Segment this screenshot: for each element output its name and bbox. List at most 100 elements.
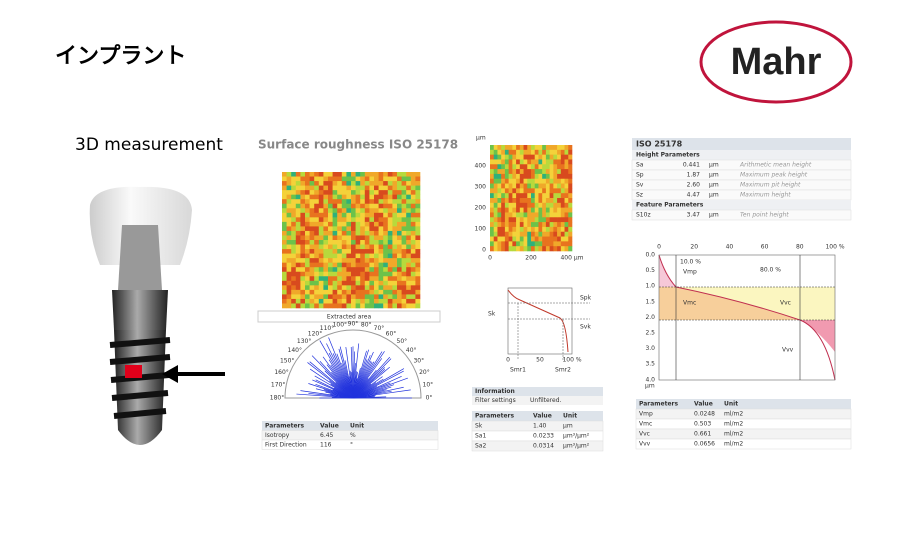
- heatmap-cell: [282, 262, 287, 268]
- heatmap-cell: [383, 267, 389, 273]
- heatmap-cell: [568, 145, 573, 151]
- heatmap-cell: [397, 226, 402, 232]
- heatmap-cell: [542, 173, 547, 180]
- heatmap-cell: [516, 149, 521, 155]
- heatmap-cell: [406, 203, 412, 209]
- heatmap-cell: [337, 289, 343, 295]
- heatmap-cell: [323, 253, 329, 259]
- heatmap-cell: [309, 203, 315, 209]
- heatmap-cell: [523, 231, 528, 237]
- heatmap-cell: [568, 202, 573, 208]
- heatmap-cell: [305, 271, 310, 277]
- heatmap-cell: [364, 294, 370, 300]
- heatmap-cell: [397, 230, 402, 236]
- heatmap-cell: [286, 276, 292, 282]
- heatmap-cell: [564, 236, 569, 242]
- heatmap-cell: [351, 230, 356, 236]
- heatmap-cell: [387, 194, 393, 200]
- heatmap-cell: [369, 199, 375, 205]
- table-row: [261, 439, 439, 450]
- heatmap-cell: [560, 222, 565, 228]
- heatmap-cell: [564, 231, 569, 237]
- heatmap-cell: [337, 221, 343, 227]
- table-header-cell: Parameters: [265, 422, 305, 429]
- heatmap-cell: [318, 199, 324, 205]
- heatmap-cell: [410, 217, 416, 223]
- heatmap-cell: [392, 244, 398, 250]
- heatmap-cell: [351, 240, 356, 245]
- heatmap-cell: [406, 230, 412, 236]
- heatmap-cell: [291, 176, 297, 182]
- heatmap-cell: [512, 173, 517, 180]
- heatmap-cell: [374, 235, 379, 241]
- heatmap-cell: [374, 190, 379, 195]
- heatmap-cell: [305, 298, 310, 304]
- heatmap-cell: [545, 159, 550, 165]
- heatmap-cell: [318, 249, 324, 254]
- heatmap-cell: [557, 226, 562, 233]
- heatmap-cell: [549, 159, 554, 165]
- heatmap-cell: [369, 194, 375, 200]
- heatmap-cell: [560, 231, 565, 237]
- heatmap-cell: [346, 298, 352, 304]
- heatmap-cell: [282, 276, 287, 282]
- heatmap-cell: [504, 145, 509, 151]
- heatmap-cell: [328, 230, 333, 236]
- heatmap-cell: [568, 241, 573, 247]
- heatmap-cell: [387, 208, 393, 214]
- table-cell: 0.503: [694, 421, 711, 428]
- heatmap-cell: [351, 217, 356, 223]
- heatmap-cell: [542, 145, 547, 151]
- heatmap-cell: [286, 303, 292, 309]
- polar-label: 140°: [288, 347, 302, 354]
- heatmap-cell: [410, 190, 416, 195]
- table-header: [262, 421, 438, 431]
- heatmap-cell: [318, 271, 324, 277]
- heatmap-cell: [337, 267, 343, 273]
- heatmap-cell: [323, 262, 329, 268]
- heatmap-cell: [392, 181, 398, 186]
- heatmap-cell: [387, 271, 393, 277]
- heatmap-cell: [341, 230, 347, 236]
- heatmap-cell: [309, 285, 315, 291]
- heatmap-cell: [351, 249, 356, 254]
- heatmap-cell: [406, 303, 412, 309]
- heatmap-cell: [305, 212, 310, 218]
- heatmap-cell: [512, 241, 517, 247]
- heatmap-cell: [560, 193, 565, 199]
- heatmap-cell: [355, 217, 361, 223]
- heatmap-cell: [493, 193, 498, 199]
- heatmap-cell: [527, 164, 532, 170]
- heatmap-cell: [501, 226, 506, 233]
- info-cell: Unfiltered.: [530, 397, 562, 404]
- heatmap-cell: [516, 241, 521, 247]
- heatmap-cell: [378, 221, 384, 227]
- heatmap-cell: [553, 207, 558, 213]
- heatmap-cell: [410, 289, 416, 295]
- heatmap-cell: [346, 253, 352, 259]
- heatmap-cell: [309, 258, 315, 263]
- heatmap-cell: [374, 212, 379, 218]
- heatmap-cell: [504, 193, 509, 199]
- heatmap-cell: [508, 198, 513, 204]
- heatmap-cell: [553, 145, 558, 151]
- heatmap-cell: [286, 190, 292, 195]
- heatmap-cell: [560, 226, 565, 233]
- heatmap-cell: [300, 176, 306, 182]
- heatmap-cell: [516, 164, 521, 170]
- heatmap-cell: [406, 253, 412, 259]
- iso-cell: 3.47: [687, 212, 701, 219]
- vol-label: 80.0 %: [760, 267, 781, 274]
- heatmap-cell: [406, 249, 412, 254]
- heatmap-cell: [387, 253, 393, 259]
- heatmap-cell: [527, 183, 532, 189]
- heatmap-cell: [516, 173, 521, 180]
- table-row: [635, 418, 852, 430]
- heatmap-cell: [568, 198, 573, 204]
- heatmap-cell: [328, 199, 333, 205]
- heatmap-cell: [378, 294, 384, 300]
- heatmap-cell: [291, 253, 297, 259]
- heatmap-cell: [346, 194, 352, 200]
- heatmap-cell: [387, 190, 393, 195]
- vol-label: Vmc: [683, 300, 696, 307]
